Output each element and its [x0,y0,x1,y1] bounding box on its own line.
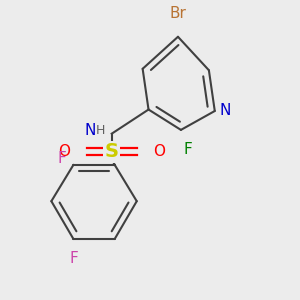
Text: O: O [58,144,70,159]
Text: F: F [69,251,78,266]
Text: F: F [184,142,193,157]
Text: N: N [84,123,95,138]
Text: Br: Br [169,6,186,21]
Text: N: N [219,103,231,118]
Text: O: O [153,144,165,159]
Text: H: H [95,124,105,137]
Text: F: F [57,152,66,166]
Text: S: S [105,142,119,161]
